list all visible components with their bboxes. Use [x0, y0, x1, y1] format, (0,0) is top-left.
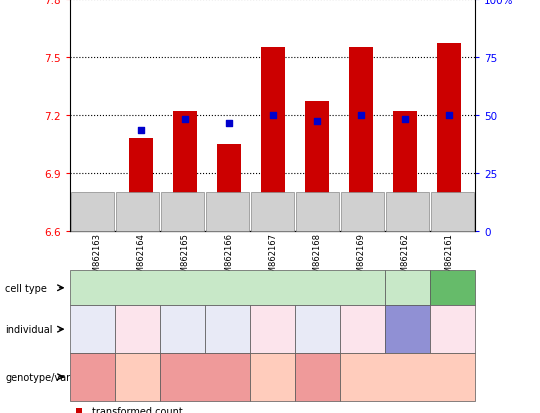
Text: DCM
(R173W
mutation): DCM (R173W mutation) [76, 366, 109, 387]
Text: DCM
patient IIa: DCM patient IIa [166, 323, 200, 336]
Text: control
family
member II: control family member II [346, 319, 380, 339]
Text: Normal
(does not
carry
R173W m: Normal (does not carry R173W m [122, 363, 154, 391]
Point [268, 112, 277, 119]
Text: n/a: n/a [402, 326, 413, 332]
Bar [129, 139, 153, 231]
Point [313, 118, 321, 125]
Text: control
family
member I: control family member I [256, 319, 289, 339]
Text: iPSC: iPSC [218, 284, 238, 292]
Bar [393, 112, 417, 231]
Text: Normal
(does not
carry
R173W m: Normal (does not carry R173W m [256, 363, 289, 391]
Text: genotype/variation: genotype/variation [5, 372, 98, 382]
Bar [305, 102, 329, 231]
Text: embryonic
stem
cell: embryonic stem cell [383, 273, 432, 303]
Text: individual: individual [5, 324, 53, 335]
Point [180, 116, 189, 123]
Text: control
family
member II: control family member II [120, 319, 155, 339]
Bar [437, 44, 461, 231]
Text: transformed count: transformed count [92, 406, 183, 413]
Bar [349, 48, 373, 231]
Point [224, 120, 233, 127]
Point [444, 112, 453, 119]
Bar [173, 112, 197, 231]
Point [356, 112, 365, 119]
Text: DCM
(R173W
mutation): DCM (R173W mutation) [301, 366, 334, 387]
Text: cell type: cell type [5, 283, 48, 293]
Text: DCM pat
ent IIb: DCM pat ent IIb [213, 323, 242, 336]
Point [92, 213, 101, 219]
Bar [84, 225, 109, 231]
Text: fibrobl
ast: fibrobl ast [438, 278, 467, 298]
Point [401, 116, 409, 123]
Bar [261, 48, 285, 231]
Text: Normal (does not carry
R173W mutation): Normal (does not carry R173W mutation) [369, 370, 446, 384]
Bar [217, 145, 241, 231]
Text: DCM
patient Ia: DCM patient Ia [77, 323, 109, 336]
Point [136, 128, 145, 134]
Text: DCM (R173W
mutation): DCM (R173W mutation) [184, 370, 227, 384]
Text: control
family
member: control family member [438, 319, 467, 339]
Text: DCM pati
ent IIIa: DCM pati ent IIIa [302, 323, 333, 336]
